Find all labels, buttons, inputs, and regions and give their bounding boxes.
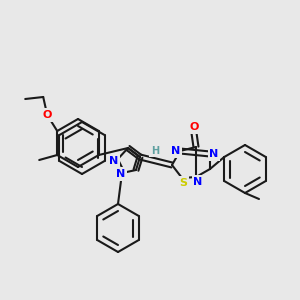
Text: N: N: [171, 146, 181, 156]
Text: N: N: [194, 177, 202, 187]
Text: O: O: [189, 122, 199, 132]
Text: N: N: [209, 149, 219, 159]
Text: S: S: [179, 178, 187, 188]
Text: H: H: [151, 146, 159, 156]
Text: O: O: [43, 110, 52, 120]
Text: N: N: [110, 156, 118, 166]
Text: N: N: [116, 169, 126, 179]
